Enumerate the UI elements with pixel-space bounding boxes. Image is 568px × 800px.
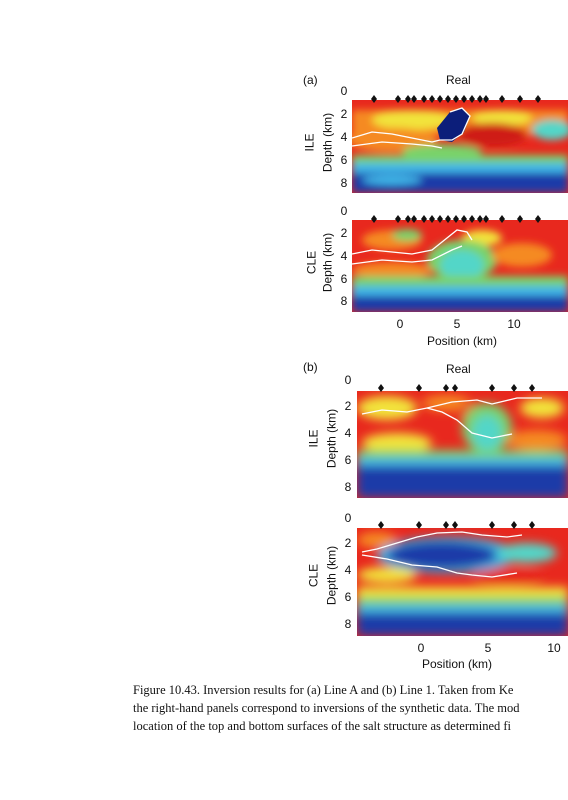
part-b-ile-image xyxy=(357,378,568,498)
part-b-ile-ytick-6: 6 xyxy=(344,453,352,467)
part-a-cle-ytick-6: 6 xyxy=(340,272,348,286)
part-a-cle-ytick-8: 8 xyxy=(340,294,348,308)
part-a-cle-ytick-2: 2 xyxy=(340,226,348,240)
part-a-ile-ytick-2: 2 xyxy=(340,107,348,121)
part-b-cle-markers xyxy=(357,517,568,529)
part-b-ile-ytick-8: 8 xyxy=(344,480,352,494)
part-a-ile-ytick-6: 6 xyxy=(340,153,348,167)
part-a-cle-ytick-0: 0 xyxy=(340,204,348,218)
caption-line-3: location of the top and bottom surfaces … xyxy=(133,719,512,733)
part-b-ile-ytick-2: 2 xyxy=(344,399,352,413)
part-a-cle-markers xyxy=(352,211,568,223)
part-a-title: Real xyxy=(446,73,471,87)
part-b-xtick-5: 5 xyxy=(484,641,492,655)
part-b-ile-ylabel: Depth (km) xyxy=(324,408,339,469)
part-a-ile-ylabel: Depth (km) xyxy=(320,112,335,173)
part-b-ile-ytick-0: 0 xyxy=(344,373,352,387)
part-a-ile-ytick-0: 0 xyxy=(340,84,348,98)
part-b-xtick-10: 10 xyxy=(547,641,561,655)
part-b-ile-ytick-4: 4 xyxy=(344,426,352,440)
caption-line-1: Figure 10.43. Inversion results for (a) … xyxy=(133,683,514,697)
part-a-cle-ylabel: Depth (km) xyxy=(320,232,335,293)
part-a-ile-markers xyxy=(352,91,568,103)
part-a-cle-label: CLE xyxy=(304,250,319,275)
part-b-title: Real xyxy=(446,362,471,376)
part-b-xlabel: Position (km) xyxy=(422,657,493,671)
part-a-xtick-10: 10 xyxy=(507,317,521,331)
part-a-ile-ytick-4: 4 xyxy=(340,130,348,144)
part-a-ile-label: ILE xyxy=(302,133,317,152)
figure-caption: Figure 10.43. Inversion results for (a) … xyxy=(133,681,568,735)
part-b-cle-ytick-6: 6 xyxy=(344,590,352,604)
part-a-xlabel: Position (km) xyxy=(427,334,498,348)
part-b-cle-ytick-8: 8 xyxy=(344,617,352,631)
part-b-label: (b) xyxy=(303,360,318,374)
part-b-cle-image xyxy=(357,515,568,636)
part-b-ile-markers xyxy=(357,380,568,392)
part-b-cle-label: CLE xyxy=(306,563,321,588)
caption-line-2: the right-hand panels correspond to inve… xyxy=(133,701,520,715)
part-a-ile-image xyxy=(352,90,568,193)
part-a-cle-image xyxy=(352,210,568,312)
part-b-cle-ytick-4: 4 xyxy=(344,563,352,577)
part-a-cle-ytick-4: 4 xyxy=(340,249,348,263)
part-a-label: (a) xyxy=(303,73,318,87)
part-b-cle-ylabel: Depth (km) xyxy=(324,545,339,606)
part-b-xtick-0: 0 xyxy=(417,641,425,655)
part-b-cle-ytick-2: 2 xyxy=(344,536,352,550)
part-a-xtick-0: 0 xyxy=(396,317,404,331)
part-a-ile-ytick-8: 8 xyxy=(340,176,348,190)
part-b-cle-ytick-0: 0 xyxy=(344,511,352,525)
part-b-ile-label: ILE xyxy=(306,429,321,448)
part-a-xtick-5: 5 xyxy=(453,317,461,331)
